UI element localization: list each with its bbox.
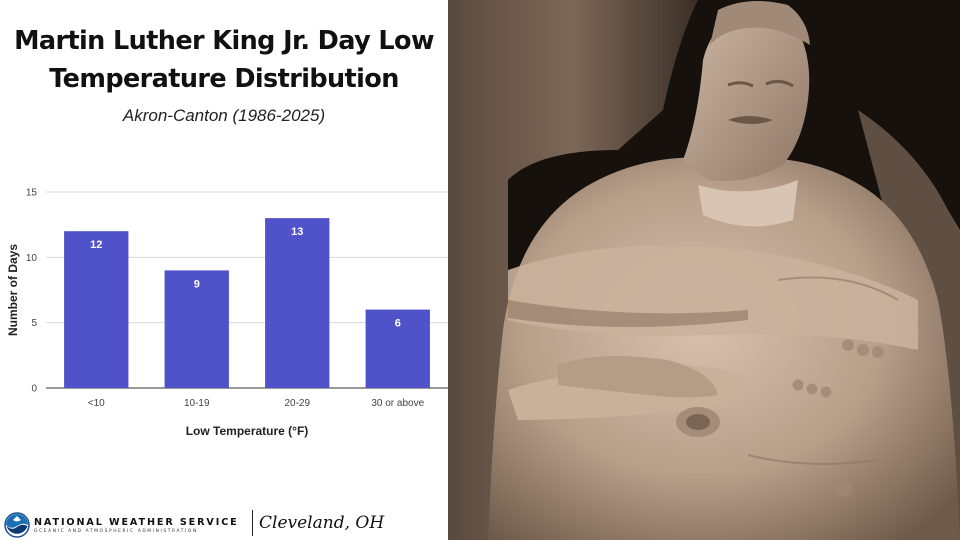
- agency-name: NATIONAL WEATHER SERVICE: [34, 517, 239, 528]
- page-title: Martin Luther King Jr. Day Low Temperatu…: [0, 22, 448, 98]
- footer-divider: [252, 510, 253, 536]
- bar-chart: 0 5 10 15 12 <10 9 10-19 13 20-29 6 30 or above Low …: [6, 188, 448, 438]
- bar-data-label: 9: [194, 278, 200, 290]
- y-axis-title: Number of Days: [6, 244, 20, 336]
- office-name: Cleveland, OH: [259, 513, 385, 533]
- bar: [365, 309, 430, 388]
- x-tick-label: 10-19: [184, 398, 210, 409]
- y-tick-label: 10: [26, 253, 38, 264]
- title-line-1: Martin Luther King Jr. Day Low: [14, 26, 434, 56]
- parent-agency-name: OCEANIC AND ATMOSPHERIC ADMINISTRATION: [34, 529, 198, 534]
- bar: [265, 218, 330, 388]
- bar: [164, 270, 229, 388]
- x-axis-title: Low Temperature (°F): [186, 424, 309, 438]
- chart-subtitle: Akron-Canton (1986-2025): [122, 106, 326, 125]
- x-tick-label: <10: [88, 398, 105, 409]
- y-tick-label: 0: [31, 384, 37, 395]
- bar-data-label: 6: [395, 318, 401, 330]
- footer: NATIONAL WEATHER SERVICE OCEANIC AND ATM…: [0, 504, 460, 540]
- x-tick-label: 30 or above: [371, 398, 424, 409]
- y-tick-label: 5: [31, 318, 37, 329]
- bar-data-label: 12: [90, 239, 102, 251]
- left-panel: Martin Luther King Jr. Day Low Temperatu…: [0, 0, 460, 540]
- y-tick-label: 15: [26, 188, 38, 199]
- title-line-2: Temperature Distribution: [49, 64, 399, 94]
- noaa-logo-icon: [4, 512, 30, 538]
- bar-data-label: 13: [291, 226, 303, 238]
- bar: [64, 231, 129, 388]
- x-tick-label: 20-29: [284, 398, 310, 409]
- mlk-memorial-photo: [448, 0, 960, 540]
